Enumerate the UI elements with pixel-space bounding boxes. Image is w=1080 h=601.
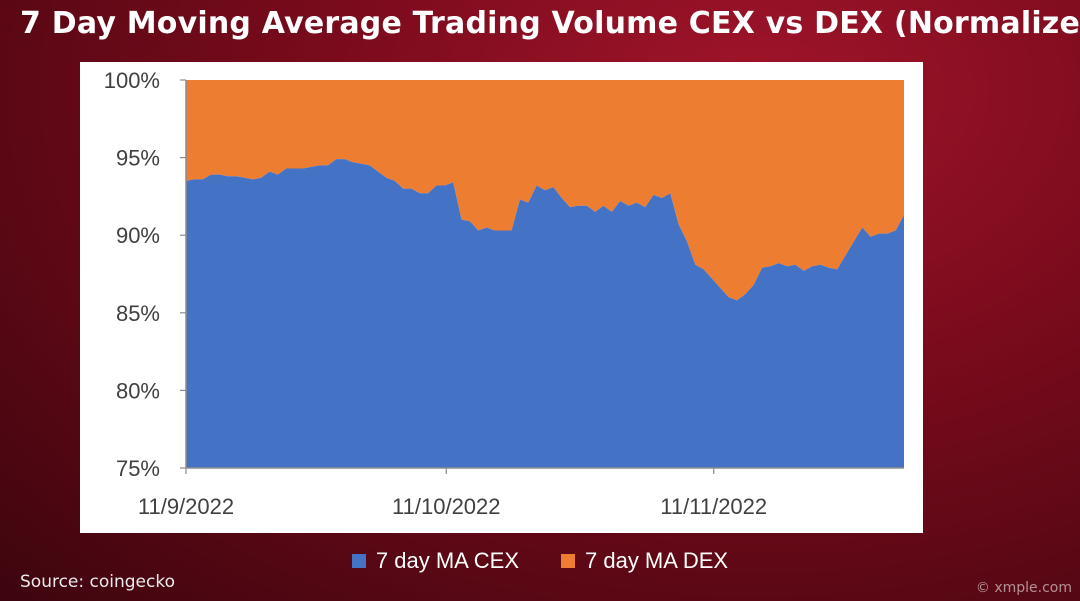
source-note: Source: coingecko <box>20 572 176 592</box>
legend: 7 day MA CEX 7 day MA DEX <box>0 548 1080 574</box>
series-area-cex <box>186 159 904 469</box>
y-tick-label: 95% <box>116 146 160 171</box>
y-tick-label: 85% <box>116 301 160 326</box>
watermark: © xmple.com <box>975 580 1072 596</box>
y-tick-label: 75% <box>116 456 160 481</box>
y-tick-label: 100% <box>104 68 160 93</box>
x-tick-label: 11/11/2022 <box>660 494 767 519</box>
legend-label-cex: 7 day MA CEX <box>375 548 519 573</box>
chart-title: 7 Day Moving Average Trading Volume CEX … <box>20 6 1080 41</box>
legend-label-dex: 7 day MA DEX <box>585 548 729 573</box>
y-tick-label: 80% <box>116 378 160 403</box>
legend-item-cex: 7 day MA CEX <box>351 548 519 574</box>
x-tick-label: 11/10/2022 <box>392 494 500 519</box>
legend-item-dex: 7 day MA DEX <box>561 548 728 574</box>
legend-swatch-dex <box>561 554 575 568</box>
legend-swatch-cex <box>351 554 366 568</box>
y-tick-label: 90% <box>116 223 160 248</box>
x-tick-label: 11/9/2022 <box>138 494 234 519</box>
